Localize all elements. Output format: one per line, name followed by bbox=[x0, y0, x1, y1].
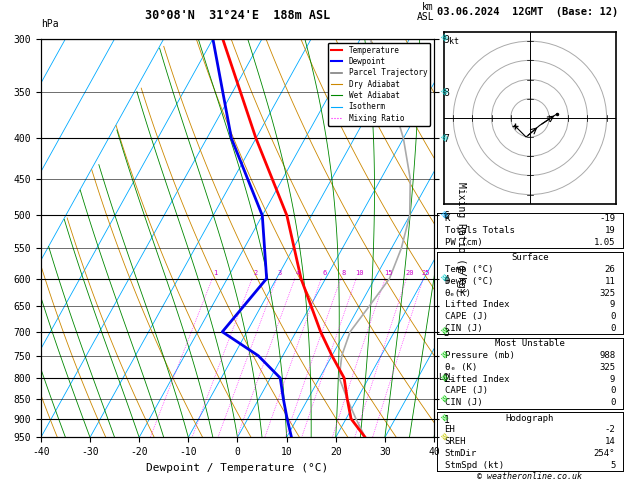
Text: ≋: ≋ bbox=[437, 33, 450, 45]
Text: Pressure (mb): Pressure (mb) bbox=[445, 351, 515, 360]
Text: -2: -2 bbox=[604, 425, 615, 434]
Text: ≋: ≋ bbox=[437, 412, 450, 425]
X-axis label: Dewpoint / Temperature (°C): Dewpoint / Temperature (°C) bbox=[147, 463, 328, 473]
Text: Totals Totals: Totals Totals bbox=[445, 226, 515, 235]
Text: 0: 0 bbox=[610, 398, 615, 407]
Text: Hodograph: Hodograph bbox=[506, 414, 554, 423]
Text: Lifted Index: Lifted Index bbox=[445, 375, 509, 383]
Text: 325: 325 bbox=[599, 289, 615, 297]
Text: Most Unstable: Most Unstable bbox=[495, 339, 565, 348]
Text: K: K bbox=[445, 214, 450, 223]
Text: CAPE (J): CAPE (J) bbox=[445, 386, 487, 396]
Text: © weatheronline.co.uk: © weatheronline.co.uk bbox=[477, 472, 582, 481]
Text: 0: 0 bbox=[610, 312, 615, 321]
Text: 4: 4 bbox=[296, 270, 300, 276]
Text: CIN (J): CIN (J) bbox=[445, 398, 482, 407]
Text: 10: 10 bbox=[355, 270, 364, 276]
Text: 988: 988 bbox=[599, 351, 615, 360]
Text: 8: 8 bbox=[342, 270, 346, 276]
Text: Temp (°C): Temp (°C) bbox=[445, 265, 493, 274]
Text: 20: 20 bbox=[405, 270, 414, 276]
Text: ≋: ≋ bbox=[437, 393, 450, 405]
Legend: Temperature, Dewpoint, Parcel Trajectory, Dry Adiabat, Wet Adiabat, Isotherm, Mi: Temperature, Dewpoint, Parcel Trajectory… bbox=[328, 43, 430, 125]
Y-axis label: Mixing Ratio (g/kg): Mixing Ratio (g/kg) bbox=[456, 182, 466, 294]
Text: 03.06.2024  12GMT  (Base: 12): 03.06.2024 12GMT (Base: 12) bbox=[437, 7, 618, 17]
Text: 254°: 254° bbox=[594, 449, 615, 458]
Text: SREH: SREH bbox=[445, 437, 466, 446]
Text: 9: 9 bbox=[610, 375, 615, 383]
Text: PW (cm): PW (cm) bbox=[445, 238, 482, 247]
Text: ≋: ≋ bbox=[437, 431, 450, 444]
Text: km
ASL: km ASL bbox=[416, 2, 434, 22]
Text: 15: 15 bbox=[384, 270, 392, 276]
Text: ≋: ≋ bbox=[437, 209, 450, 222]
Text: CIN (J): CIN (J) bbox=[445, 324, 482, 333]
Text: 11: 11 bbox=[604, 277, 615, 286]
Text: 9: 9 bbox=[610, 300, 615, 309]
Text: 3: 3 bbox=[278, 270, 282, 276]
Text: ≋: ≋ bbox=[437, 132, 450, 145]
Text: 5: 5 bbox=[610, 461, 615, 470]
Text: LCL: LCL bbox=[438, 373, 453, 382]
Text: kt: kt bbox=[449, 37, 459, 46]
Text: hPa: hPa bbox=[41, 19, 58, 29]
Text: 1: 1 bbox=[214, 270, 218, 276]
Text: 0: 0 bbox=[610, 386, 615, 396]
Text: θₑ(K): θₑ(K) bbox=[445, 289, 472, 297]
Text: -19: -19 bbox=[599, 214, 615, 223]
Text: ≋: ≋ bbox=[437, 326, 450, 338]
Text: 0: 0 bbox=[610, 324, 615, 333]
Text: 1.05: 1.05 bbox=[594, 238, 615, 247]
Text: 25: 25 bbox=[422, 270, 430, 276]
Text: 2: 2 bbox=[253, 270, 258, 276]
Text: 19: 19 bbox=[604, 226, 615, 235]
Text: ≋: ≋ bbox=[437, 86, 450, 99]
Text: Surface: Surface bbox=[511, 253, 548, 262]
Text: ≋: ≋ bbox=[437, 349, 450, 362]
Text: StmDir: StmDir bbox=[445, 449, 477, 458]
Text: 14: 14 bbox=[604, 437, 615, 446]
Text: Lifted Index: Lifted Index bbox=[445, 300, 509, 309]
Text: ≋: ≋ bbox=[437, 372, 450, 384]
Text: θₑ (K): θₑ (K) bbox=[445, 363, 477, 372]
Text: 26: 26 bbox=[604, 265, 615, 274]
Text: EH: EH bbox=[445, 425, 455, 434]
Text: Dewp (°C): Dewp (°C) bbox=[445, 277, 493, 286]
Text: ≋: ≋ bbox=[437, 272, 450, 285]
Text: 325: 325 bbox=[599, 363, 615, 372]
Text: 30°08'N  31°24'E  188m ASL: 30°08'N 31°24'E 188m ASL bbox=[145, 9, 330, 22]
Text: StmSpd (kt): StmSpd (kt) bbox=[445, 461, 504, 470]
Text: 6: 6 bbox=[322, 270, 326, 276]
Text: CAPE (J): CAPE (J) bbox=[445, 312, 487, 321]
